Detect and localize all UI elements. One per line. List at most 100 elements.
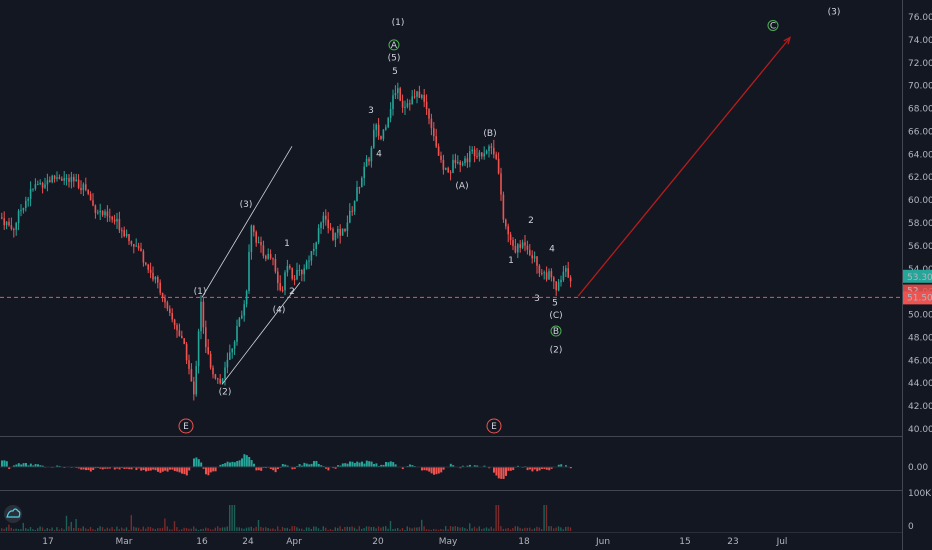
volume-bar xyxy=(394,528,396,531)
event-marker[interactable] xyxy=(486,418,502,434)
candle xyxy=(46,180,49,185)
volume-bar xyxy=(452,526,454,531)
volume-bar xyxy=(245,527,248,531)
candle xyxy=(416,91,418,97)
candle xyxy=(190,368,193,382)
volume-bar xyxy=(325,527,327,531)
candle xyxy=(37,184,39,186)
price-axis-tick: 62.00 xyxy=(908,173,932,183)
volume-bar xyxy=(493,528,495,531)
oscillator-bar xyxy=(152,467,155,470)
candle xyxy=(224,367,226,379)
wave-label: 1 xyxy=(284,239,290,249)
candle xyxy=(433,128,435,137)
candle xyxy=(332,229,334,240)
wave-label: (4) xyxy=(273,305,286,315)
volume-bar xyxy=(272,528,274,531)
candle xyxy=(296,270,298,280)
oscillator-bar xyxy=(265,467,267,469)
volume-bar xyxy=(80,528,82,531)
oscillator-bar xyxy=(392,462,395,467)
candle xyxy=(217,378,219,380)
oscillator-bar xyxy=(221,463,224,467)
candle xyxy=(173,319,176,326)
oscillator-bar xyxy=(353,463,356,467)
oscillator-bar xyxy=(243,454,246,467)
volume-bar xyxy=(123,528,125,531)
volume-bar xyxy=(145,528,147,531)
candle xyxy=(77,179,80,188)
oscillator-bar xyxy=(77,467,80,469)
candle xyxy=(399,88,401,101)
volume-bar xyxy=(514,526,516,531)
wave-label: (2) xyxy=(219,388,232,398)
volume-bar xyxy=(365,526,368,531)
volume-bar xyxy=(286,527,288,531)
volume-bar xyxy=(416,527,418,531)
candle xyxy=(322,215,325,223)
event-marker[interactable] xyxy=(178,418,194,434)
candle xyxy=(425,101,428,110)
time-axis-tick: May xyxy=(439,537,458,547)
candle xyxy=(101,210,104,216)
candle xyxy=(445,168,447,170)
candle xyxy=(25,200,27,208)
candle xyxy=(87,189,89,194)
candle xyxy=(92,200,94,206)
projection-arrow[interactable] xyxy=(577,37,791,297)
volume-bar xyxy=(53,529,56,531)
oscillator-bar xyxy=(149,467,152,471)
channel-line[interactable] xyxy=(221,282,301,385)
volume-bar xyxy=(442,529,444,531)
oscillator-bar xyxy=(94,467,97,469)
volume-bar xyxy=(524,527,526,531)
volume-bar xyxy=(226,526,228,531)
oscillator-bar xyxy=(560,464,563,467)
volume-bar xyxy=(73,527,75,531)
candle xyxy=(34,184,37,189)
candle xyxy=(428,109,430,119)
candle xyxy=(178,330,181,336)
volume-bar xyxy=(317,528,320,531)
volume-bar xyxy=(356,529,358,531)
candle xyxy=(5,221,8,226)
channel-line[interactable] xyxy=(201,146,293,298)
volume-bar xyxy=(32,529,34,531)
volume-bar xyxy=(377,526,380,531)
candle xyxy=(449,172,452,174)
logo-badge[interactable] xyxy=(4,505,22,523)
volume-bar xyxy=(188,528,190,531)
volume-bar xyxy=(257,519,260,531)
volume-bar xyxy=(262,527,264,531)
candle xyxy=(236,326,238,342)
candle xyxy=(421,94,423,98)
oscillator-bar xyxy=(557,464,560,467)
candle xyxy=(526,245,529,250)
candle xyxy=(471,149,473,152)
oscillator-bar xyxy=(255,467,258,471)
oscillator-bar xyxy=(25,463,27,467)
candle xyxy=(49,180,51,183)
oscillator-bar xyxy=(202,467,205,469)
candle xyxy=(219,379,221,384)
candle xyxy=(553,277,555,282)
volume-bar xyxy=(58,529,60,531)
volume-bar xyxy=(329,529,332,531)
candle xyxy=(272,258,274,260)
volume-bar xyxy=(46,528,48,531)
oscillator-bar xyxy=(200,462,203,467)
candle xyxy=(245,290,248,305)
oscillator-bar xyxy=(543,467,546,470)
volume-bar xyxy=(207,528,209,531)
candle xyxy=(565,268,567,272)
wave-label: (2) xyxy=(550,345,563,355)
oscillator-bar xyxy=(313,461,315,467)
candle xyxy=(303,268,305,275)
oscillator-bar xyxy=(145,467,147,472)
candle xyxy=(82,184,85,191)
oscillator-bar xyxy=(387,462,390,467)
time-axis-tick: 23 xyxy=(727,537,738,547)
oscillator-bar xyxy=(195,457,198,467)
volume-bar xyxy=(536,526,538,531)
